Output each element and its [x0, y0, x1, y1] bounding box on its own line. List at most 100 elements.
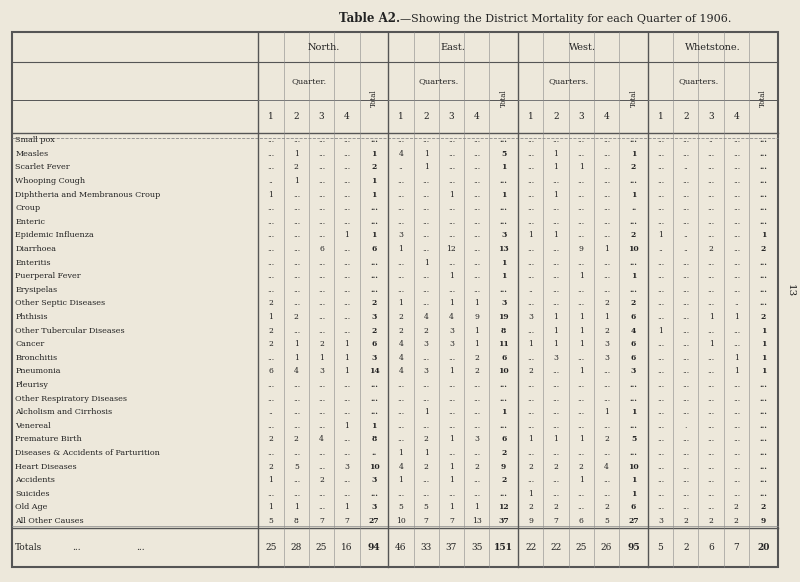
Text: Table A2.: Table A2. [339, 12, 400, 25]
Text: 1: 1 [268, 112, 274, 121]
Text: ...: ... [759, 381, 767, 389]
Text: ...: ... [527, 449, 534, 457]
Text: 1: 1 [294, 354, 299, 362]
Text: ...: ... [398, 408, 405, 416]
Text: Other Septic Diseases: Other Septic Diseases [15, 299, 106, 307]
Text: ...: ... [707, 395, 714, 403]
Text: ...: ... [553, 299, 559, 307]
Text: 2: 2 [269, 463, 274, 471]
Text: ...: ... [657, 503, 664, 512]
Text: ...: ... [603, 150, 610, 158]
Text: ...: ... [370, 286, 378, 294]
Text: ...: ... [578, 136, 585, 144]
Text: ...: ... [682, 354, 690, 362]
Text: ...: ... [682, 395, 690, 403]
Text: ...: ... [553, 422, 559, 430]
Text: 1: 1 [294, 340, 299, 348]
Text: ...: ... [603, 381, 610, 389]
Text: 2: 2 [294, 435, 299, 443]
Text: ...: ... [422, 422, 430, 430]
Text: 4: 4 [398, 463, 403, 471]
Text: 1: 1 [631, 150, 636, 158]
Text: 1: 1 [579, 164, 584, 171]
Text: ...: ... [682, 381, 690, 389]
Text: 2: 2 [319, 340, 324, 348]
Text: ...: ... [759, 177, 767, 185]
Text: 1: 1 [761, 354, 766, 362]
Text: 27: 27 [369, 517, 379, 525]
Text: 2: 2 [269, 435, 274, 443]
Text: 37: 37 [498, 517, 509, 525]
Text: ...: ... [630, 286, 638, 294]
Text: ...: ... [293, 204, 300, 212]
Text: ...: ... [707, 381, 714, 389]
Text: Diseases & Accidents of Parturition: Diseases & Accidents of Parturition [15, 449, 160, 457]
Text: ...: ... [318, 327, 326, 335]
Text: 3: 3 [449, 340, 454, 348]
Text: ...: ... [474, 286, 480, 294]
Text: ...: ... [733, 340, 740, 348]
Text: 3: 3 [578, 112, 584, 121]
Text: ...: ... [657, 150, 664, 158]
Text: ...: ... [448, 164, 455, 171]
Text: ...: ... [448, 422, 455, 430]
Text: 6: 6 [631, 354, 636, 362]
Text: ...: ... [578, 354, 585, 362]
Text: ...: ... [603, 177, 610, 185]
Text: 9: 9 [579, 245, 584, 253]
Text: 2: 2 [554, 463, 558, 471]
Text: ...: ... [759, 136, 767, 144]
Text: 4: 4 [604, 463, 609, 471]
Text: ...: ... [318, 258, 326, 267]
Text: 1: 1 [554, 313, 558, 321]
Text: ...: ... [553, 367, 559, 375]
Text: ...: ... [682, 150, 690, 158]
Text: ...: ... [578, 286, 585, 294]
Text: 1: 1 [449, 503, 454, 512]
Text: ...: ... [527, 218, 534, 226]
Text: 1: 1 [734, 313, 739, 321]
Text: 95: 95 [627, 543, 640, 552]
Text: 2: 2 [631, 299, 636, 307]
Text: ...: ... [343, 299, 350, 307]
Text: 2: 2 [269, 327, 274, 335]
Text: ...: ... [759, 449, 767, 457]
Text: 4: 4 [474, 112, 480, 121]
Text: 10: 10 [369, 463, 379, 471]
Text: ...: ... [422, 354, 430, 362]
Text: ...: ... [448, 150, 455, 158]
Text: Alcholism and Cirrhosis: Alcholism and Cirrhosis [15, 408, 112, 416]
Text: Diarrhoea: Diarrhoea [15, 245, 56, 253]
Text: 27: 27 [628, 517, 639, 525]
Text: 12: 12 [498, 503, 509, 512]
Text: ...: ... [707, 422, 714, 430]
Text: ...: ... [474, 258, 480, 267]
Text: 2: 2 [501, 476, 506, 484]
Text: ...: ... [343, 395, 350, 403]
Text: 1: 1 [501, 272, 506, 280]
Text: Erysipelas: Erysipelas [15, 286, 58, 294]
Text: ...: ... [370, 136, 378, 144]
Text: ...: ... [733, 422, 740, 430]
Text: ...: ... [657, 476, 664, 484]
Text: 1: 1 [554, 231, 558, 239]
Text: 1: 1 [398, 112, 404, 121]
Text: East.: East. [441, 42, 466, 52]
Text: ...: ... [657, 272, 664, 280]
Text: ...: ... [370, 395, 378, 403]
Text: 4: 4 [631, 327, 636, 335]
Text: 1: 1 [474, 299, 479, 307]
Text: ...: ... [733, 258, 740, 267]
Text: ...: ... [318, 408, 326, 416]
Text: 1: 1 [345, 340, 350, 348]
Text: ...: ... [707, 190, 714, 198]
Text: ...: ... [578, 299, 585, 307]
Text: Suicides: Suicides [15, 490, 50, 498]
Text: ...: ... [422, 136, 430, 144]
Text: Total: Total [630, 89, 638, 107]
Text: ...: ... [682, 286, 690, 294]
Text: ...: ... [267, 449, 274, 457]
Text: 2: 2 [269, 340, 274, 348]
Text: ..: .. [683, 231, 688, 239]
Text: ..: .. [683, 245, 688, 253]
